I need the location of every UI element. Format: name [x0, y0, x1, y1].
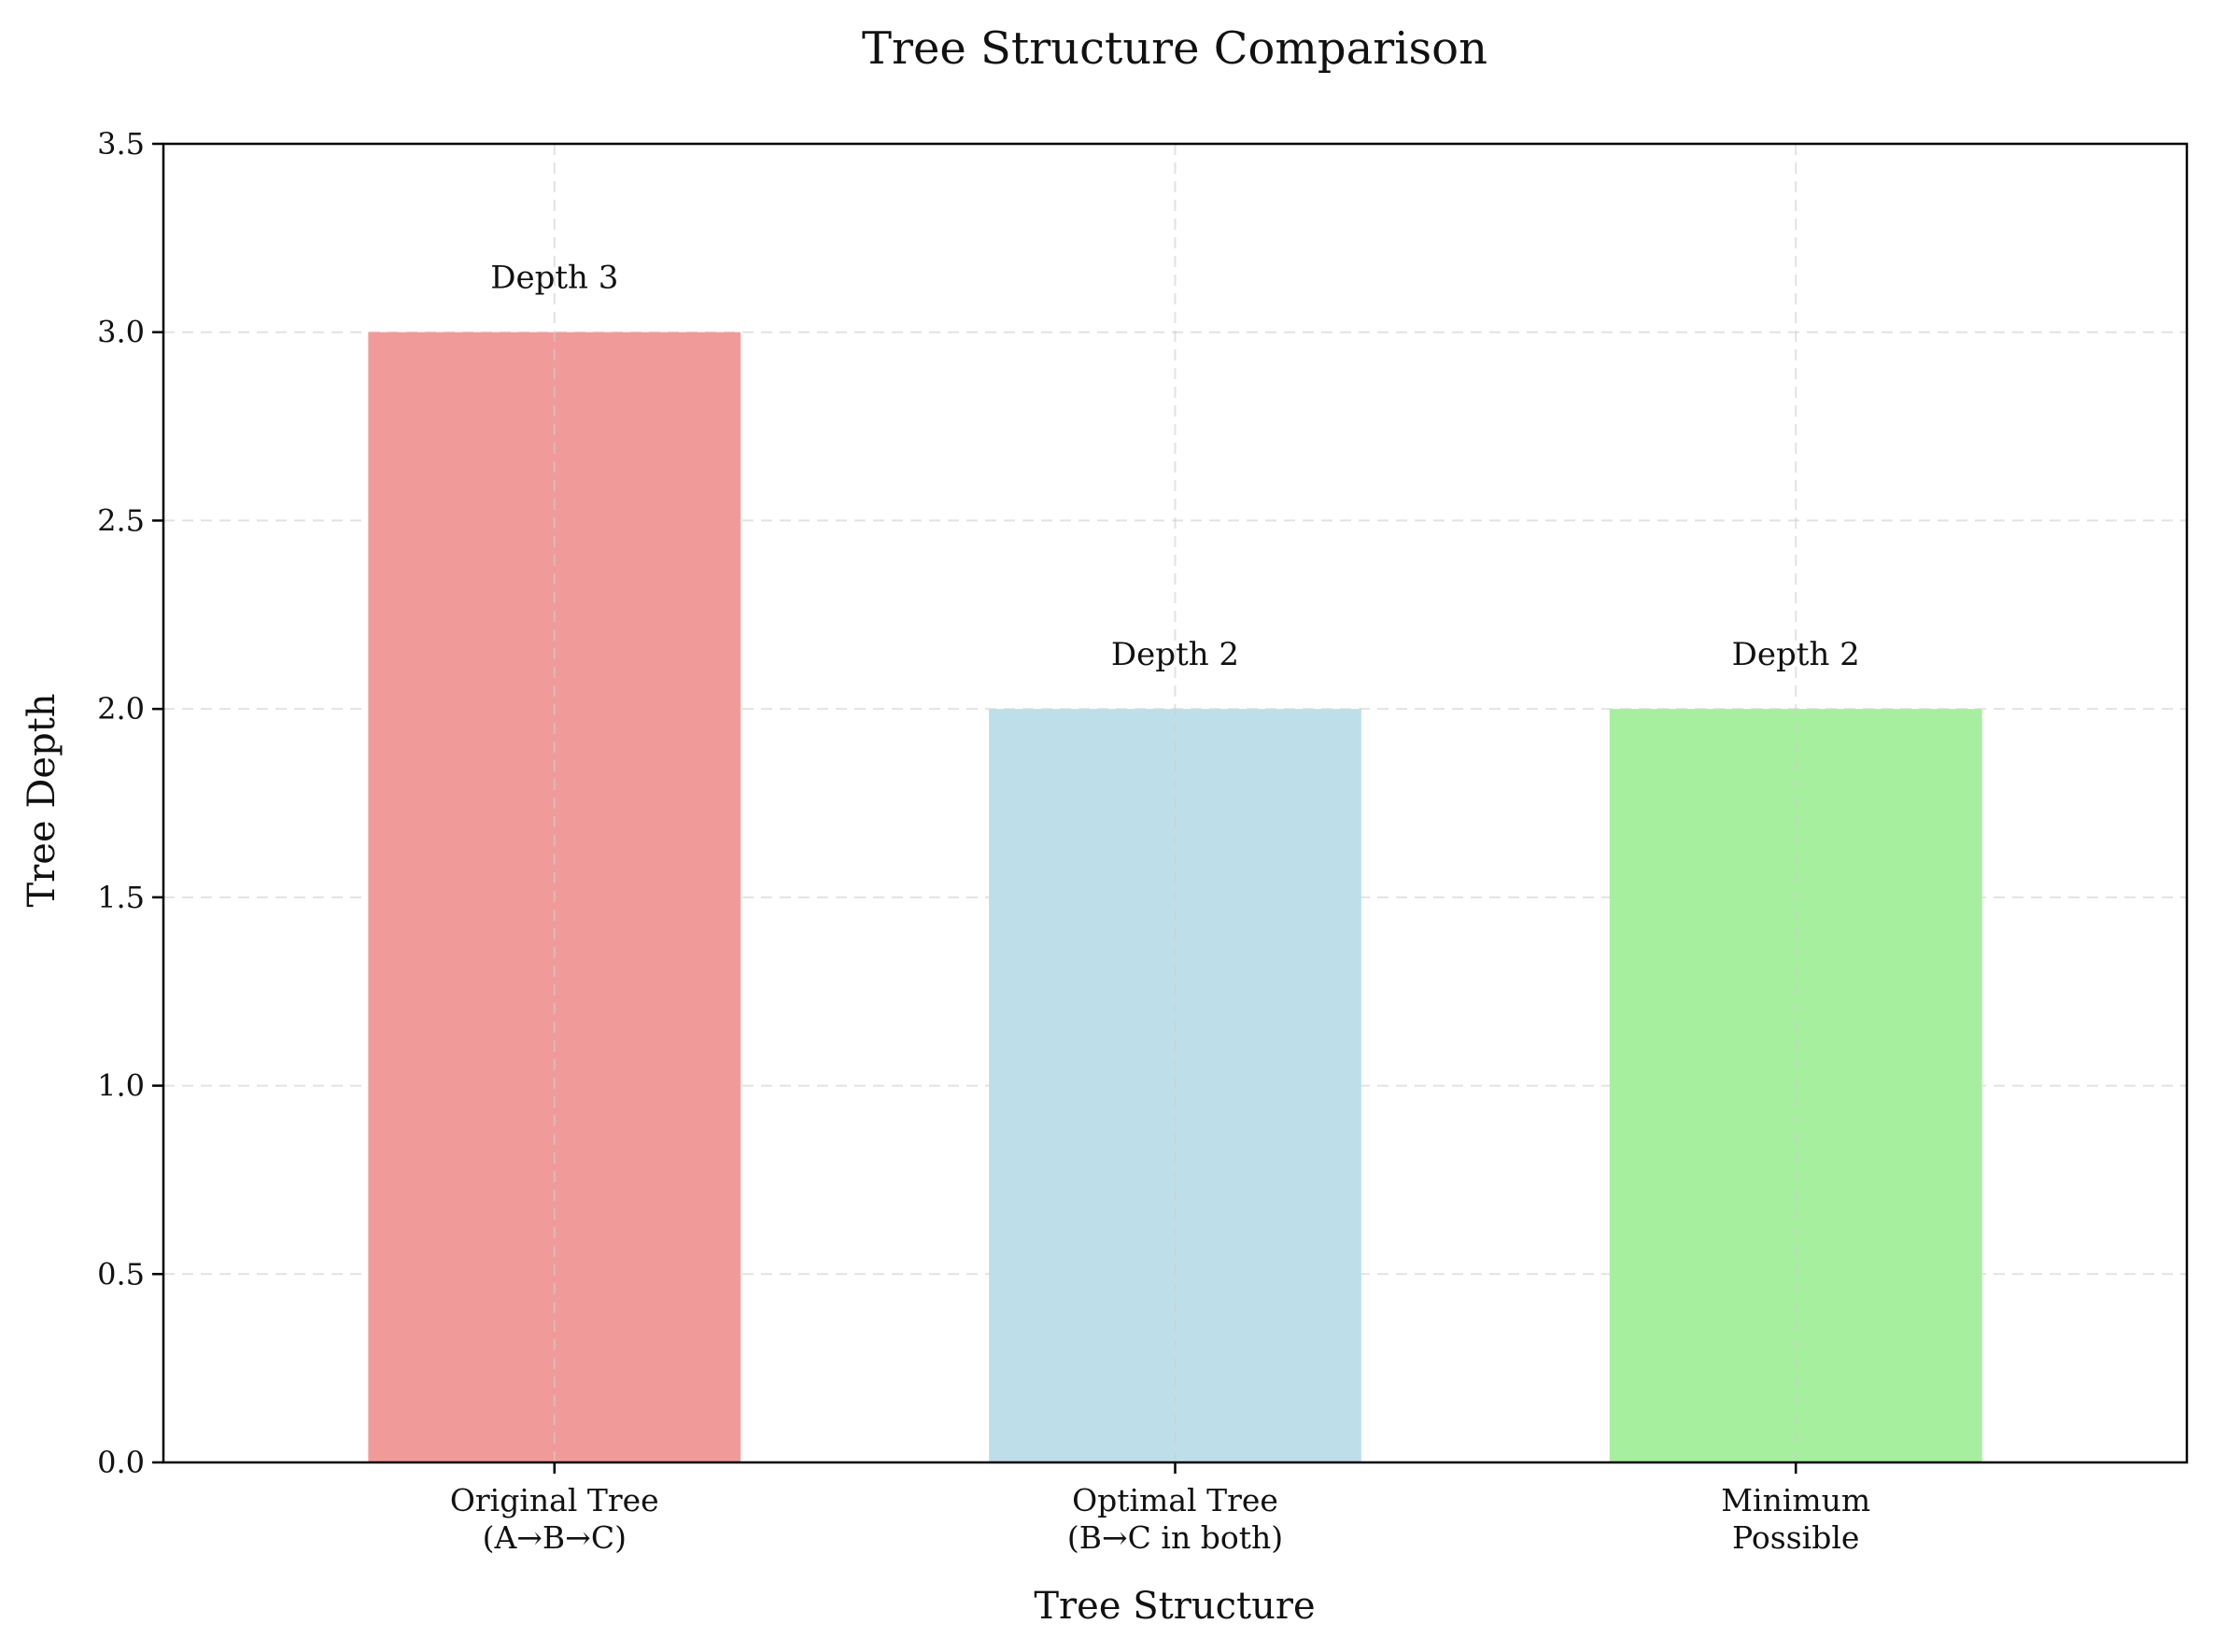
y-axis-label: Tree Depth [21, 693, 63, 907]
x-tick-label: (A→B→C) [483, 1519, 627, 1556]
x-tick-label: Optimal Tree [1072, 1482, 1278, 1518]
x-tick-label: Possible [1732, 1519, 1859, 1556]
x-tick-label: (B→C in both) [1067, 1519, 1283, 1556]
y-tick-label: 0.0 [97, 1445, 145, 1480]
y-tick-label: 1.5 [97, 880, 145, 915]
x-tick-label: Original Tree [450, 1482, 659, 1518]
bar-data-label: Depth 3 [490, 260, 618, 297]
y-tick-label: 3.5 [97, 126, 145, 162]
y-tick-label: 2.5 [97, 502, 145, 538]
chart-title: Tree Structure Comparison [862, 22, 1487, 75]
y-tick-label: 0.5 [97, 1256, 145, 1292]
y-axis-ticks: 0.0 0.5 1.0 1.5 2.0 2.5 3.0 3.5 [97, 126, 163, 1480]
y-tick-label: 1.0 [97, 1068, 145, 1104]
x-axis-label: Tree Structure [1034, 1585, 1315, 1628]
x-tick-label: Minimum [1721, 1482, 1870, 1518]
x-grid-lines [553, 144, 1797, 1462]
y-tick-label: 3.0 [97, 315, 145, 350]
data-labels: Depth 3 Depth 2 Depth 2 [490, 260, 1860, 673]
y-tick-label: 2.0 [97, 691, 145, 727]
x-axis-ticks: Original Tree(A→B→C) Optimal Tree(B→C in … [450, 1462, 1870, 1556]
bar-data-label: Depth 2 [1732, 636, 1860, 673]
bar-data-label: Depth 2 [1111, 636, 1239, 673]
